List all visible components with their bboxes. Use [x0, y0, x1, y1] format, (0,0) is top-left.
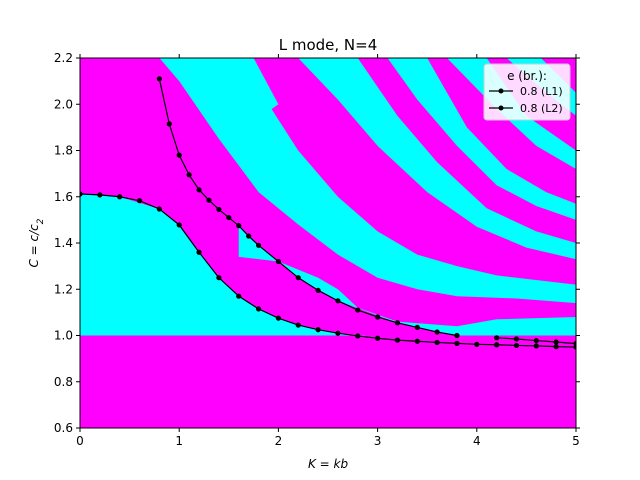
- point-l1: [474, 341, 480, 347]
- point-l1: [494, 342, 500, 348]
- legend-box: [483, 63, 571, 121]
- point-l2: [275, 258, 281, 265]
- y-tick-label: 1.8: [54, 144, 73, 158]
- x-tick-label: 5: [572, 434, 580, 448]
- point-l1: [156, 206, 162, 212]
- x-axis: 0 1 2 3 4 5: [76, 54, 580, 448]
- point-l2: [434, 329, 440, 335]
- y-tick-label: 2.2: [54, 51, 73, 65]
- x-tick-label: 1: [175, 434, 183, 448]
- point-l2: [494, 335, 500, 341]
- point-l1: [236, 293, 242, 299]
- point-l2: [355, 307, 361, 313]
- x-tick-label: 2: [275, 434, 283, 448]
- point-l1: [255, 306, 262, 312]
- point-l1: [176, 222, 182, 228]
- y-tick-label: 0.6: [54, 421, 73, 435]
- y-axis: 0.6 0.8 1.0 1.2 1.4 1.6 1.8 2.0 2.2: [54, 51, 580, 435]
- point-l2: [335, 298, 341, 304]
- point-l1: [117, 194, 123, 200]
- series-layer: [80, 76, 576, 350]
- y-tick-label: 1.0: [54, 329, 73, 343]
- point-l1: [414, 338, 420, 344]
- point-l2: [246, 233, 252, 239]
- legend-marker-l1: [498, 88, 504, 94]
- point-l2: [176, 152, 182, 158]
- point-l2: [196, 187, 202, 193]
- cyan-band-1: [159, 58, 576, 304]
- point-l1: [275, 315, 281, 321]
- x-tick-label: 3: [374, 434, 382, 448]
- legend-marker-l2: [498, 105, 504, 111]
- point-l2: [394, 320, 401, 326]
- point-l1: [315, 327, 321, 333]
- point-l2: [315, 287, 321, 294]
- x-tick-label: 4: [473, 434, 481, 448]
- y-tick-label: 0.8: [54, 375, 73, 389]
- point-l2: [513, 336, 520, 342]
- point-l2: [206, 197, 212, 203]
- series-line-l1: [80, 193, 576, 348]
- point-l2: [295, 275, 301, 281]
- point-l1: [434, 339, 440, 346]
- point-l1: [394, 337, 401, 343]
- point-l2: [236, 223, 242, 229]
- point-l1: [553, 344, 559, 350]
- cyan-band-3: [298, 58, 576, 260]
- point-l2: [414, 324, 420, 331]
- cyan-band-1b: [179, 58, 229, 93]
- point-l2: [375, 314, 381, 320]
- y-tick-label: 1.2: [54, 282, 73, 296]
- point-l1: [355, 333, 361, 339]
- y-tick-label: 1.4: [54, 236, 73, 250]
- x-axis-label: K = kb: [308, 457, 349, 471]
- point-l1: [196, 249, 202, 255]
- point-l2: [573, 340, 576, 347]
- point-l2: [166, 121, 172, 127]
- cyan-region-lower: [80, 194, 368, 336]
- y-axis-label: C = c/c2: [27, 218, 46, 267]
- legend: e (br.): 0.8 (L1) 0.8 (L2): [483, 63, 571, 121]
- legend-entry-l1: 0.8 (L1): [520, 85, 563, 98]
- point-l1: [80, 191, 83, 197]
- point-l1: [533, 343, 539, 349]
- point-l1: [335, 330, 341, 336]
- point-l2: [255, 242, 262, 248]
- point-l2: [156, 76, 162, 82]
- point-l1: [295, 322, 301, 328]
- point-l2: [186, 172, 192, 178]
- point-l1: [513, 342, 520, 349]
- point-l2: [454, 332, 460, 339]
- cyan-band-4: [387, 58, 576, 220]
- cyan-band-7: [233, 58, 279, 112]
- y-tick-label: 1.6: [54, 190, 73, 204]
- chart-title: L mode, N=4: [279, 36, 378, 54]
- point-l1: [375, 335, 381, 341]
- y-tick-label: 2.0: [54, 97, 73, 111]
- point-l1: [97, 192, 103, 198]
- point-l2: [216, 206, 222, 213]
- legend-entry-l2: 0.8 (L2): [520, 102, 563, 115]
- legend-title: e (br.):: [507, 69, 547, 83]
- point-l1: [136, 198, 143, 204]
- cyan-band-2: [238, 225, 576, 336]
- point-l2: [533, 337, 539, 344]
- x-tick-label: 0: [76, 434, 84, 448]
- point-l2: [553, 339, 559, 345]
- point-l1: [454, 340, 460, 346]
- point-l2: [226, 214, 232, 221]
- point-l1: [216, 275, 222, 281]
